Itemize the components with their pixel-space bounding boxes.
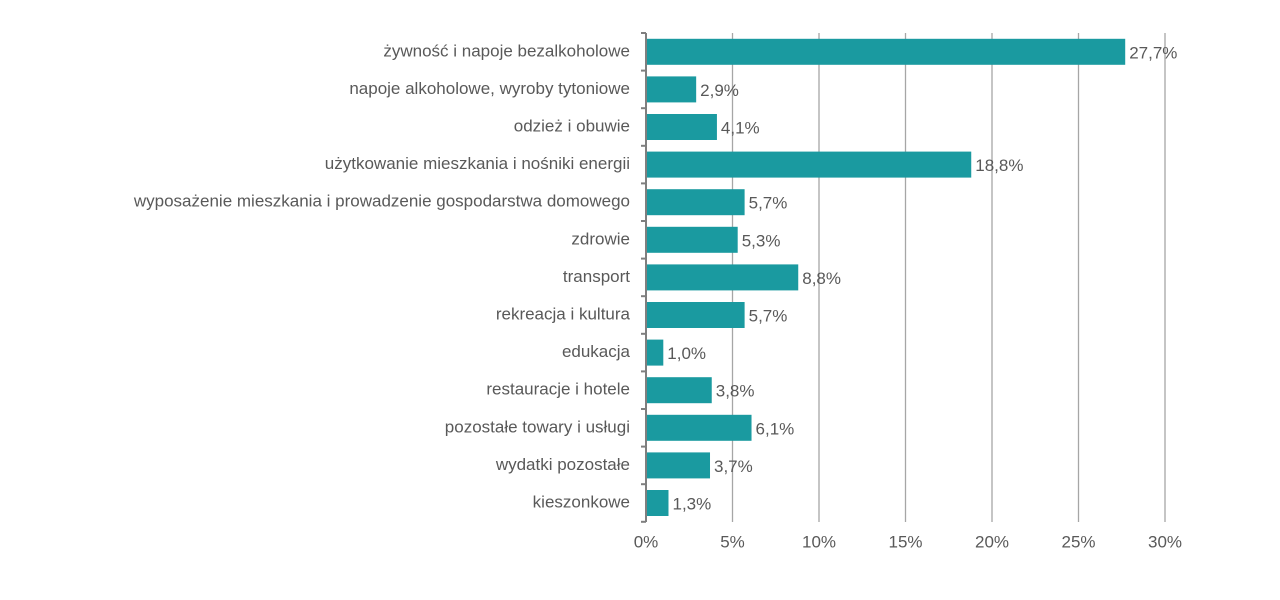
category-label: żywność i napoje bezalkoholowe [383, 41, 630, 60]
bar [646, 414, 752, 441]
x-tick-label: 15% [888, 532, 922, 551]
data-label: 1,3% [672, 494, 711, 513]
x-tick-label: 25% [1061, 532, 1095, 551]
category-label: użytkowanie mieszkania i nośniki energii [325, 154, 630, 173]
data-label: 5,7% [749, 194, 788, 213]
data-label: 4,1% [721, 118, 760, 137]
data-labels: 27,7% 2,9% 4,1% 18,8% 5,7% 5,3% 8,8% 5,7% 1,0% 3,… [667, 43, 1177, 513]
bar [646, 264, 799, 291]
x-tick-label: 5% [720, 532, 745, 551]
x-tick-label: 30% [1148, 532, 1182, 551]
bar [646, 339, 664, 366]
category-label: edukacja [562, 342, 631, 361]
category-label: wyposażenie mieszkania i prowadzenie gos… [133, 192, 630, 211]
bar [646, 38, 1126, 65]
category-label: kieszonkowe [533, 492, 630, 511]
data-label: 27,7% [1129, 43, 1177, 62]
x-tick-label: 10% [802, 532, 836, 551]
bar [646, 302, 745, 328]
data-label: 2,9% [700, 81, 739, 100]
data-label: 3,7% [714, 457, 753, 476]
bar [646, 452, 711, 479]
category-label: restauracje i hotele [486, 380, 630, 399]
category-label: odzież i obuwie [514, 116, 630, 135]
bar [646, 490, 669, 516]
data-label: 3,8% [716, 382, 755, 401]
category-labels: żywność i napoje bezalkoholowe napoje alk… [133, 41, 631, 511]
bar [646, 226, 738, 253]
y-axis [641, 32, 647, 523]
bar [646, 151, 972, 178]
bar [646, 189, 745, 216]
category-label: zdrowie [571, 229, 630, 248]
x-tick-labels: 0% 5% 10% 15% 20% 25% 30% [634, 532, 1182, 551]
data-label: 18,8% [975, 156, 1023, 175]
category-label: rekreacja i kultura [496, 304, 631, 323]
category-label: wydatki pozostałe [495, 455, 630, 474]
data-label: 6,1% [756, 419, 795, 438]
bar [646, 114, 717, 140]
data-label: 5,7% [749, 306, 788, 325]
bar [646, 76, 697, 103]
bar [646, 377, 712, 404]
category-label: pozostałe towary i usługi [445, 417, 630, 436]
bars [646, 38, 1126, 516]
x-tick-label: 20% [975, 532, 1009, 551]
x-tick-label: 0% [634, 532, 659, 551]
category-label: transport [563, 267, 630, 286]
data-label: 8,8% [802, 269, 841, 288]
category-label: napoje alkoholowe, wyroby tytoniowe [349, 79, 630, 98]
data-label: 1,0% [667, 344, 706, 363]
data-label: 5,3% [742, 231, 781, 250]
